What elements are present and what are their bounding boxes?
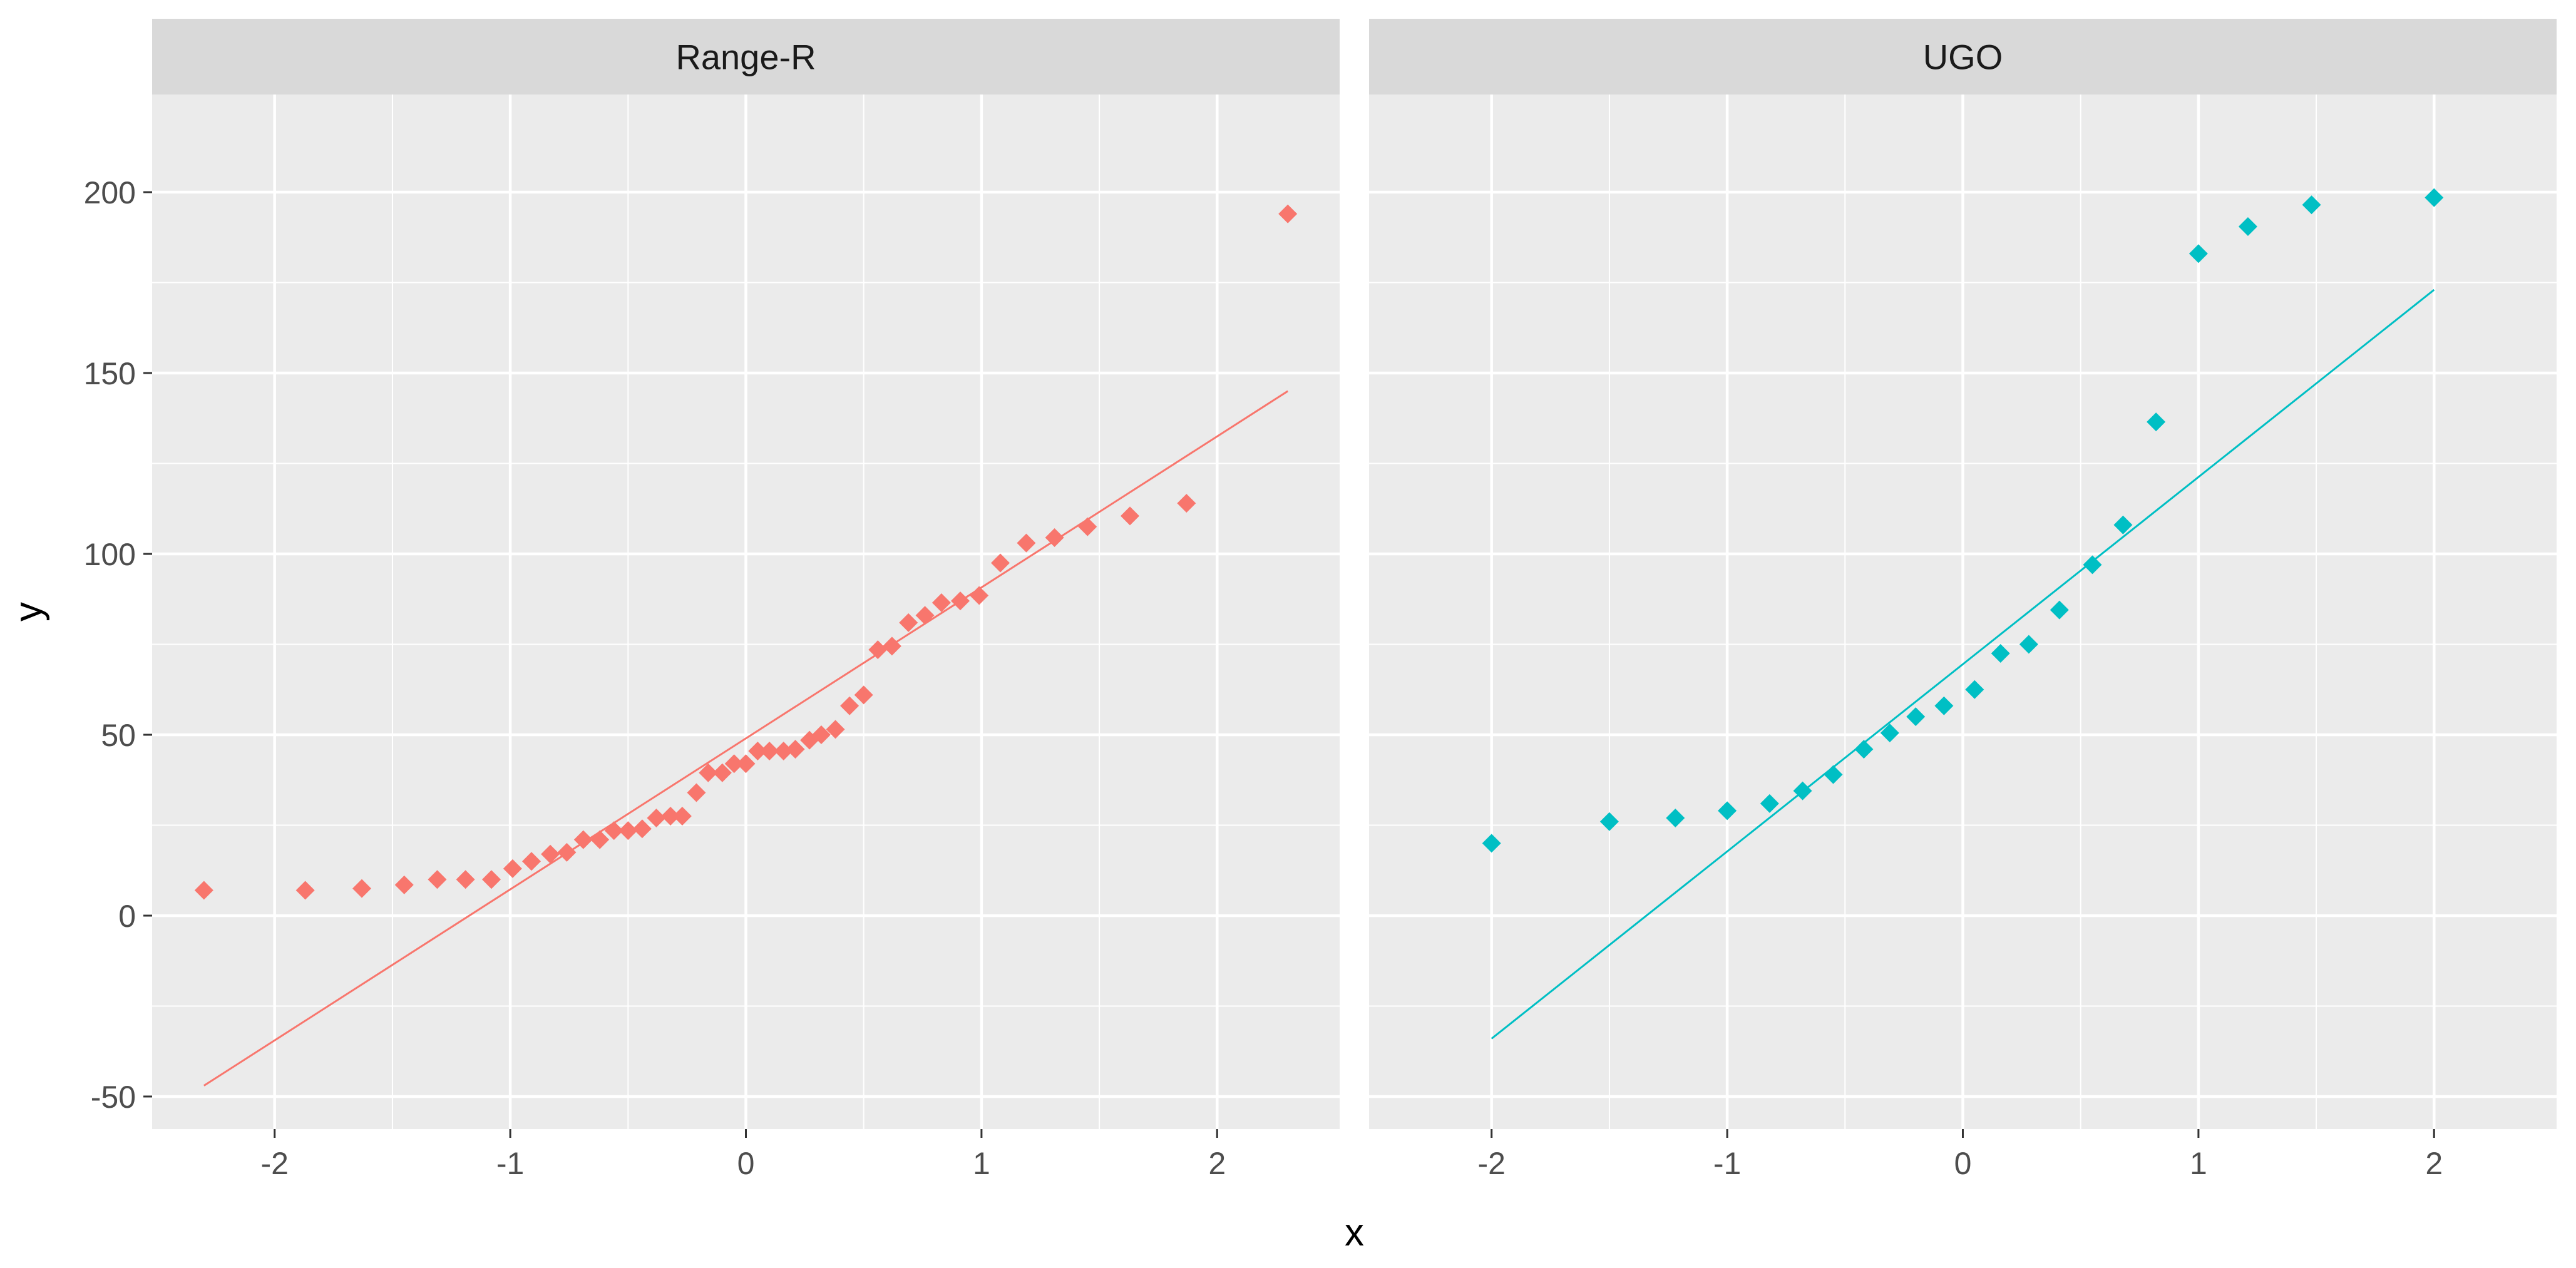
- panel1-data-point: [760, 742, 779, 761]
- y-tick-label: 100: [84, 537, 136, 572]
- panel1-data-point: [482, 870, 501, 889]
- panel1-data-point: [840, 696, 860, 715]
- panel1-data-point: [951, 591, 970, 611]
- panel1-data-point: [672, 807, 692, 826]
- x-axis-title: x: [1345, 1211, 1364, 1254]
- panel2-data-point: [2189, 244, 2208, 263]
- panel2-data-point: [1934, 696, 1954, 715]
- panel1-data-point: [632, 819, 652, 839]
- y-tick-label: 150: [84, 356, 136, 391]
- panel1-strip-label: Range-R: [675, 38, 816, 77]
- panel2-data-point: [1760, 794, 1779, 813]
- panel1-data-point: [1121, 506, 1140, 526]
- panel1-data-point: [899, 613, 918, 632]
- panel1-data-point: [541, 844, 560, 864]
- panel1-x-tick-label: 0: [737, 1146, 755, 1181]
- panel1-data-point: [1045, 528, 1064, 548]
- panel2-strip: [1369, 19, 2557, 95]
- panel1-data-point: [456, 870, 475, 889]
- y-tick-label: -50: [91, 1080, 136, 1115]
- y-axis-title: y: [7, 602, 50, 621]
- panel1-data-point: [774, 742, 793, 761]
- y-tick-label: 0: [118, 899, 136, 934]
- panel2-x-tick-label: 0: [1954, 1146, 1972, 1181]
- panel1-reference-line: [203, 390, 1289, 1086]
- panel2-data-point: [2302, 195, 2321, 215]
- panel2-x-tick-label: -2: [1477, 1146, 1505, 1181]
- panel1-data-point: [618, 821, 638, 841]
- panel1-data-point: [1017, 533, 1036, 553]
- panel1-data-point: [712, 763, 732, 782]
- panel2-data-point: [2050, 600, 2069, 620]
- panel1-data-point: [991, 553, 1010, 573]
- panel1-data-point: [1278, 204, 1298, 223]
- panel1-x-tick-label: 2: [1208, 1146, 1226, 1181]
- panel2-data-point: [1482, 834, 1501, 853]
- panel2-data-point: [1854, 740, 1874, 759]
- panel1-data-point: [428, 870, 447, 889]
- panel1-data-point: [573, 830, 593, 849]
- panel1-data-point: [1177, 494, 1196, 513]
- panel1-data-point: [724, 754, 744, 774]
- panel1-data-point: [736, 754, 756, 774]
- panel2-data-point: [2147, 412, 2166, 432]
- panel1-data-point: [295, 881, 315, 900]
- y-tick-label: 50: [101, 718, 136, 753]
- panel1-strip: [152, 19, 1340, 95]
- panel2-x-tick-label: 1: [2190, 1146, 2207, 1181]
- panel1-data-point: [931, 593, 951, 613]
- panel1-data-point: [786, 740, 805, 759]
- panel2-data-point: [1718, 801, 1737, 821]
- panel2-data-point: [2083, 555, 2102, 575]
- panel1-data-point: [970, 586, 989, 605]
- y-tick-label: 200: [84, 175, 136, 210]
- panel1-data-point: [882, 637, 901, 656]
- panel2-data-point: [1880, 723, 1899, 743]
- panel1-data-point: [604, 821, 623, 841]
- panel1-data-point: [352, 879, 371, 898]
- panel1-data-point: [194, 881, 213, 900]
- panel2-data-point: [2238, 217, 2257, 236]
- panel1-data-point: [521, 852, 541, 871]
- panel1-data-point: [868, 640, 888, 660]
- panel2-data-point: [1965, 680, 1984, 699]
- panel2-data-point: [1906, 707, 1926, 727]
- panel2-data-point: [1991, 643, 2010, 663]
- panel1-data-point: [590, 830, 610, 849]
- panel2-data-point: [2113, 515, 2133, 534]
- panel2-x-tick-label: 2: [2425, 1146, 2443, 1181]
- panel2-reference-line: [1491, 289, 2435, 1040]
- panel1-data-point: [826, 720, 845, 739]
- panel2-data-point: [2425, 188, 2444, 207]
- panel1-data-point: [811, 725, 831, 745]
- panel2-strip-label: UGO: [1923, 38, 2003, 77]
- panel1-x-tick-label: -2: [260, 1146, 288, 1181]
- panel1-data-point: [687, 783, 706, 802]
- panel1-data-point: [699, 763, 718, 782]
- panel1-data-point: [748, 742, 767, 761]
- panel1-x-tick-label: -1: [496, 1146, 524, 1181]
- panel2-data-point: [1793, 781, 1812, 800]
- panel2-data-point: [1824, 765, 1843, 784]
- panel1-data-point: [915, 606, 935, 625]
- panel2-data-point: [1666, 808, 1685, 827]
- panel1-data-point: [394, 875, 414, 894]
- panel1-x-tick-label: 1: [973, 1146, 990, 1181]
- panel1-data-point: [503, 859, 522, 878]
- panel1-data-point: [854, 685, 873, 705]
- panel2-data-point: [2019, 635, 2038, 654]
- panel1-data-point: [647, 808, 666, 827]
- panel1-data-point: [557, 842, 577, 862]
- panel1-data-point: [661, 807, 680, 826]
- panel2-x-tick-label: -1: [1713, 1146, 1741, 1181]
- panel1-data-point: [1078, 517, 1097, 536]
- panel2-data-point: [1599, 812, 1619, 831]
